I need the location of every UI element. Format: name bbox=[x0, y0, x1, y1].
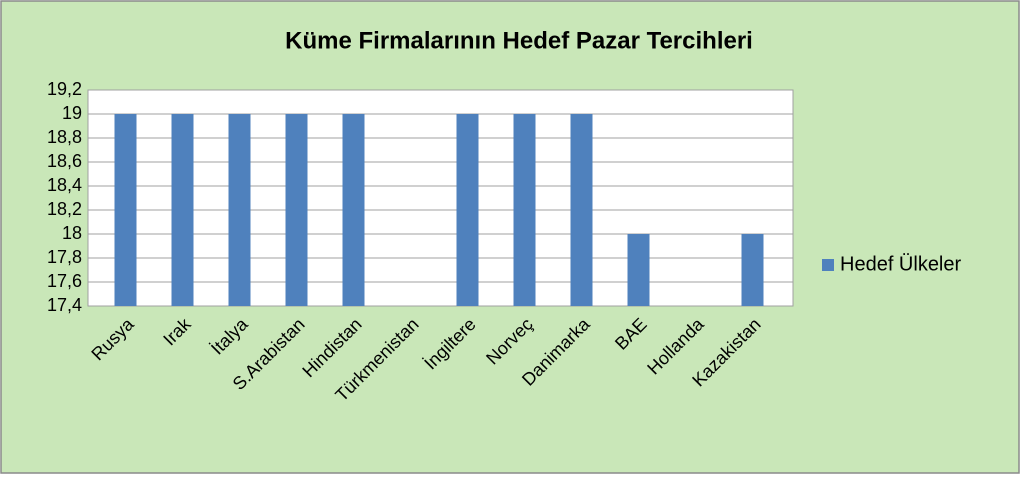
bar bbox=[171, 114, 194, 306]
bar bbox=[285, 114, 308, 306]
legend-swatch bbox=[822, 259, 834, 271]
y-tick-label: 17,8 bbox=[47, 247, 82, 267]
y-tick-label: 17,6 bbox=[47, 271, 82, 291]
chart-title: Küme Firmalarının Hedef Pazar Tercihleri bbox=[285, 27, 753, 54]
bar bbox=[114, 114, 137, 306]
y-tick-label: 18 bbox=[62, 223, 82, 243]
bar bbox=[342, 114, 365, 306]
y-tick-label: 17,4 bbox=[47, 295, 82, 315]
y-tick-label: 18,2 bbox=[47, 199, 82, 219]
bar bbox=[228, 114, 251, 306]
legend-label: Hedef Ülkeler bbox=[840, 253, 962, 275]
y-tick-label: 18,4 bbox=[47, 175, 82, 195]
y-tick-label: 18,6 bbox=[47, 151, 82, 171]
plot-area bbox=[87, 89, 794, 307]
y-tick-label: 19 bbox=[62, 103, 82, 123]
bar bbox=[570, 114, 593, 306]
y-tick-label: 18,8 bbox=[47, 127, 82, 147]
bar bbox=[456, 114, 479, 306]
bar bbox=[513, 114, 536, 306]
y-tick-label: 19,2 bbox=[47, 79, 82, 99]
bar bbox=[741, 234, 764, 306]
bar bbox=[627, 234, 650, 306]
